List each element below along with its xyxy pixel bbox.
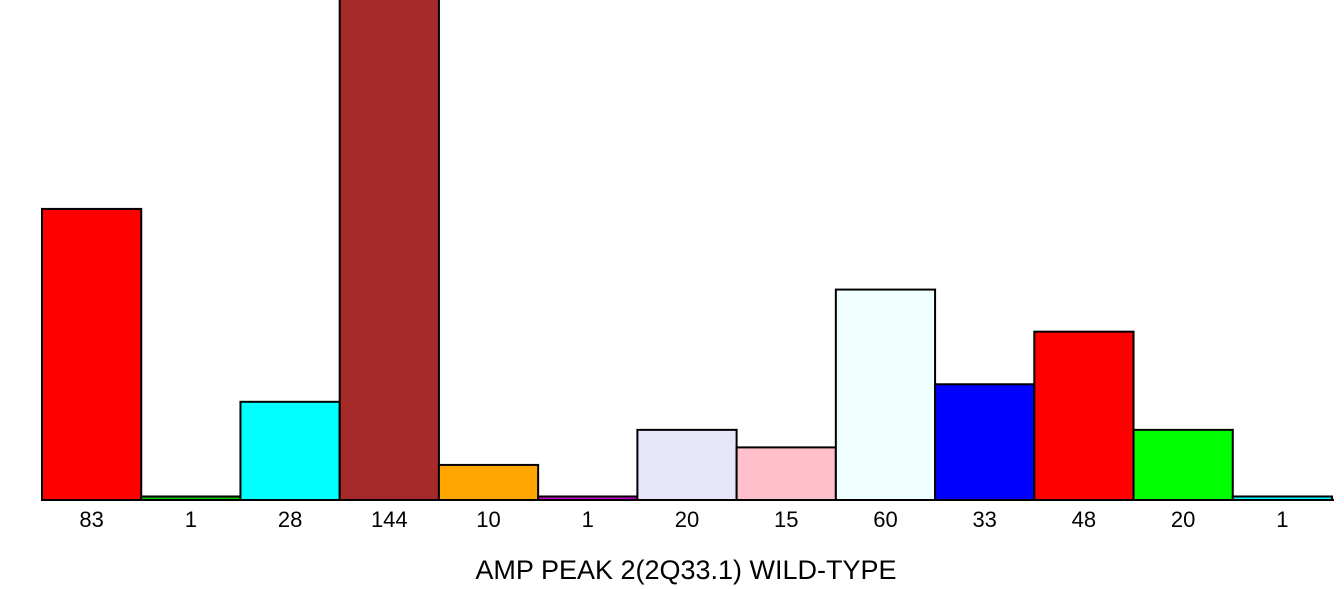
tick-label-4: 144 (371, 507, 408, 532)
tick-label-8: 15 (774, 507, 798, 532)
bar-2 (140, 495, 242, 501)
bar-12 (1132, 428, 1234, 501)
tick-label-13: 1 (1276, 507, 1288, 532)
tick-label-7: 20 (675, 507, 699, 532)
bar-4 (338, 0, 440, 501)
tick-label-12: 20 (1171, 507, 1195, 532)
bar-9 (834, 288, 937, 501)
bar-11 (1033, 330, 1135, 502)
tick-label-6: 1 (582, 507, 594, 532)
tick-label-5: 10 (476, 507, 500, 532)
bars-group (41, 0, 1334, 502)
tick-label-1: 83 (79, 507, 103, 532)
tick-label-2: 1 (185, 507, 197, 532)
bar-3 (239, 400, 341, 501)
bar-10 (934, 383, 1036, 501)
bar-7 (636, 428, 738, 501)
tick-label-11: 48 (1072, 507, 1096, 532)
bar-5 (437, 463, 540, 501)
bar-1 (41, 207, 143, 501)
x-axis-title: AMP PEAK 2(2Q33.1) WILD-TYPE (475, 555, 896, 585)
tick-label-9: 60 (873, 507, 897, 532)
tick-labels-group: 83 1 28 144 10 1 20 15 60 33 48 20 1 (79, 507, 1288, 532)
tick-label-3: 28 (278, 507, 302, 532)
bar-13 (1231, 495, 1334, 501)
bar-6 (537, 495, 639, 501)
tick-label-10: 33 (972, 507, 996, 532)
bar-8 (735, 446, 837, 501)
